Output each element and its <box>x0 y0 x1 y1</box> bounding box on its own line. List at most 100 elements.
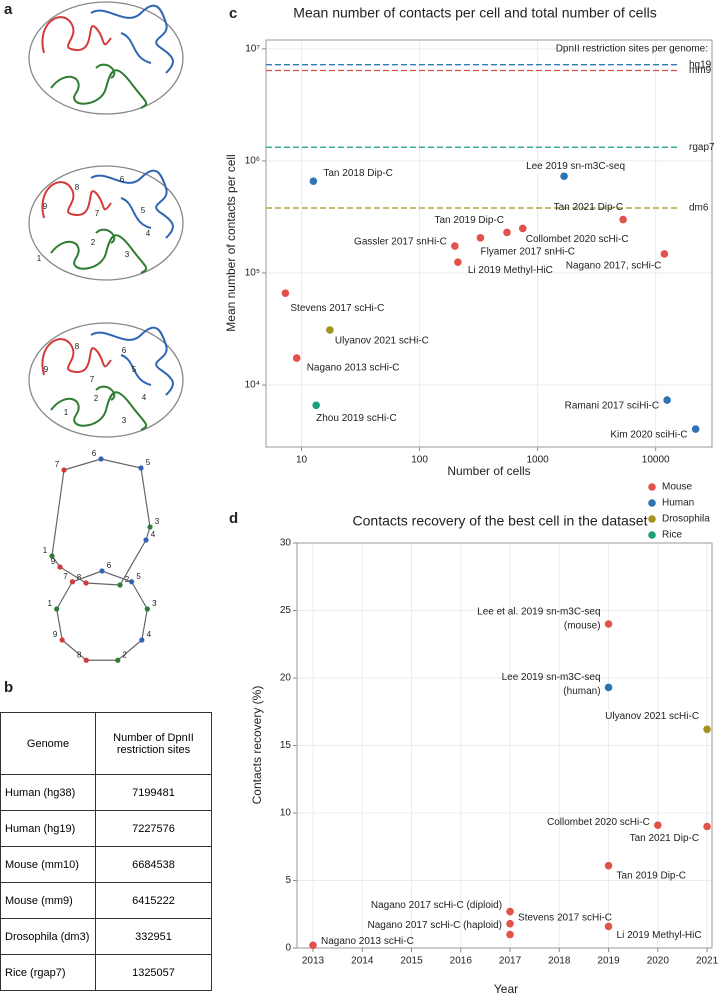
segment-label: 7 <box>95 209 100 218</box>
point-label: Tan 2021 Dip-C <box>630 833 699 844</box>
table-cell: 7199481 <box>95 774 212 811</box>
graph-edge <box>131 581 148 610</box>
graph-edge <box>85 582 121 586</box>
graph-node <box>115 657 121 663</box>
segment-label: 8 <box>75 183 80 192</box>
node-label: 3 <box>152 599 157 608</box>
point-label: Ramani 2017 sciHi-C <box>565 401 659 412</box>
legend-marker <box>648 483 656 491</box>
table-cell: 6684538 <box>95 846 212 883</box>
y-tick-label: 25 <box>280 605 292 616</box>
node-label: 9 <box>51 557 56 566</box>
x-tick-label: 100 <box>411 455 428 466</box>
table-row: Human (hg19) 7227576 <box>0 810 212 847</box>
node-label: 4 <box>151 530 156 539</box>
data-point <box>703 725 711 734</box>
graph-node <box>117 582 123 588</box>
data-point <box>604 922 613 931</box>
point-label: Ulyanov 2021 scHi-C <box>335 336 429 347</box>
x-tick-label: 2016 <box>450 956 473 967</box>
point-label: Lee 2019 sn-m3C-seq <box>502 672 601 683</box>
table-row: Drosophila (dm3) 332951 <box>0 918 212 955</box>
graph-node <box>143 537 149 543</box>
segment-label: 4 <box>146 229 151 238</box>
node-label: 5 <box>146 458 151 467</box>
table-row: Rice (rgap7) 1325057 <box>0 954 212 991</box>
point-label: Lee 2019 sn-m3C-seq <box>526 161 625 172</box>
data-point <box>309 941 317 950</box>
graph-node <box>147 524 153 530</box>
data-point <box>506 907 514 916</box>
y-axis-label: Mean number of contacts per cell <box>224 154 238 331</box>
reference-label: rgap7 <box>689 142 715 153</box>
point-label: Gassler 2017 snHi-C <box>354 237 447 248</box>
header-cell: Genome <box>0 712 96 775</box>
table-cell: 7227576 <box>95 810 212 847</box>
node-label: 5 <box>136 572 141 581</box>
graph-edge <box>117 639 143 661</box>
table-cell: 332951 <box>95 918 212 955</box>
segment-label: 1 <box>64 408 69 417</box>
data-point <box>506 930 514 939</box>
y-tick-label: 20 <box>280 673 292 684</box>
reference-label: hg19 <box>689 59 712 70</box>
y-tick-label: 0 <box>285 943 291 954</box>
data-point <box>451 242 459 250</box>
node-label: 1 <box>47 599 52 608</box>
data-point <box>309 177 318 185</box>
header-cell: Number of DpnII restriction sites <box>95 712 212 775</box>
point-label: Tan 2018 Dip-C <box>323 168 392 179</box>
data-point <box>292 354 301 362</box>
data-point <box>604 683 613 692</box>
graph-node <box>69 579 76 585</box>
data-point <box>518 224 527 233</box>
segment-label: 5 <box>141 206 146 215</box>
graph-edge <box>72 570 103 583</box>
panel-letter: d <box>229 510 238 527</box>
point-label: Nagano 2013 scHi-C <box>321 936 414 947</box>
segment-label: 2 <box>91 238 96 247</box>
graph-node <box>139 637 145 643</box>
segment-label: 1 <box>37 254 42 263</box>
segment-label: 9 <box>44 365 49 374</box>
graph-node <box>59 637 65 643</box>
panel-letter: a <box>4 1 13 18</box>
graph-node <box>57 564 63 570</box>
dpnii-table: Genome Number of DpnII restriction sites… <box>0 712 212 991</box>
graph-node <box>83 580 89 586</box>
x-tick-label: 10000 <box>642 455 670 466</box>
y-tick-label: 10⁵ <box>245 268 260 279</box>
chart-title: Contacts recovery of the best cell in th… <box>353 513 648 529</box>
node-label: 1 <box>43 546 48 555</box>
data-point <box>281 289 290 298</box>
point-label: Collombet 2020 scHi-C <box>526 234 629 245</box>
graph-edge <box>61 639 87 661</box>
x-tick-label: 2014 <box>351 956 374 967</box>
table-cell: 1325057 <box>95 954 212 991</box>
reference-label: dm6 <box>689 203 709 214</box>
table-cell: Mouse (mm9) <box>0 882 96 919</box>
y-tick-label: 10 <box>280 808 292 819</box>
segment-label: 3 <box>122 416 127 425</box>
segment-label: 9 <box>43 202 48 211</box>
node-label: 3 <box>155 517 160 526</box>
y-tick-label: 10⁴ <box>245 380 260 391</box>
table-row: Mouse (mm9) 6415222 <box>0 882 212 919</box>
x-tick-label: 2017 <box>499 956 522 967</box>
node-label: 8 <box>77 650 82 659</box>
table-header: Genome Number of DpnII restriction sites <box>0 712 212 775</box>
data-point <box>619 215 627 224</box>
data-point <box>604 861 613 870</box>
node-label: 2 <box>123 650 128 659</box>
x-tick-label: 2013 <box>302 956 325 967</box>
graph-edge <box>141 608 148 641</box>
point-label: Stevens 2017 scHi-C <box>290 303 384 314</box>
segment-label: 3 <box>125 250 130 259</box>
graph-node <box>98 456 104 462</box>
point-label: Lee et al. 2019 sn-m3C-seq <box>477 607 600 618</box>
point-label: Li 2019 Methyl-HiC <box>617 930 702 941</box>
graph-node <box>83 657 89 663</box>
graph-edge <box>119 539 147 586</box>
point-label: Li 2019 Methyl-HiC <box>468 265 553 276</box>
